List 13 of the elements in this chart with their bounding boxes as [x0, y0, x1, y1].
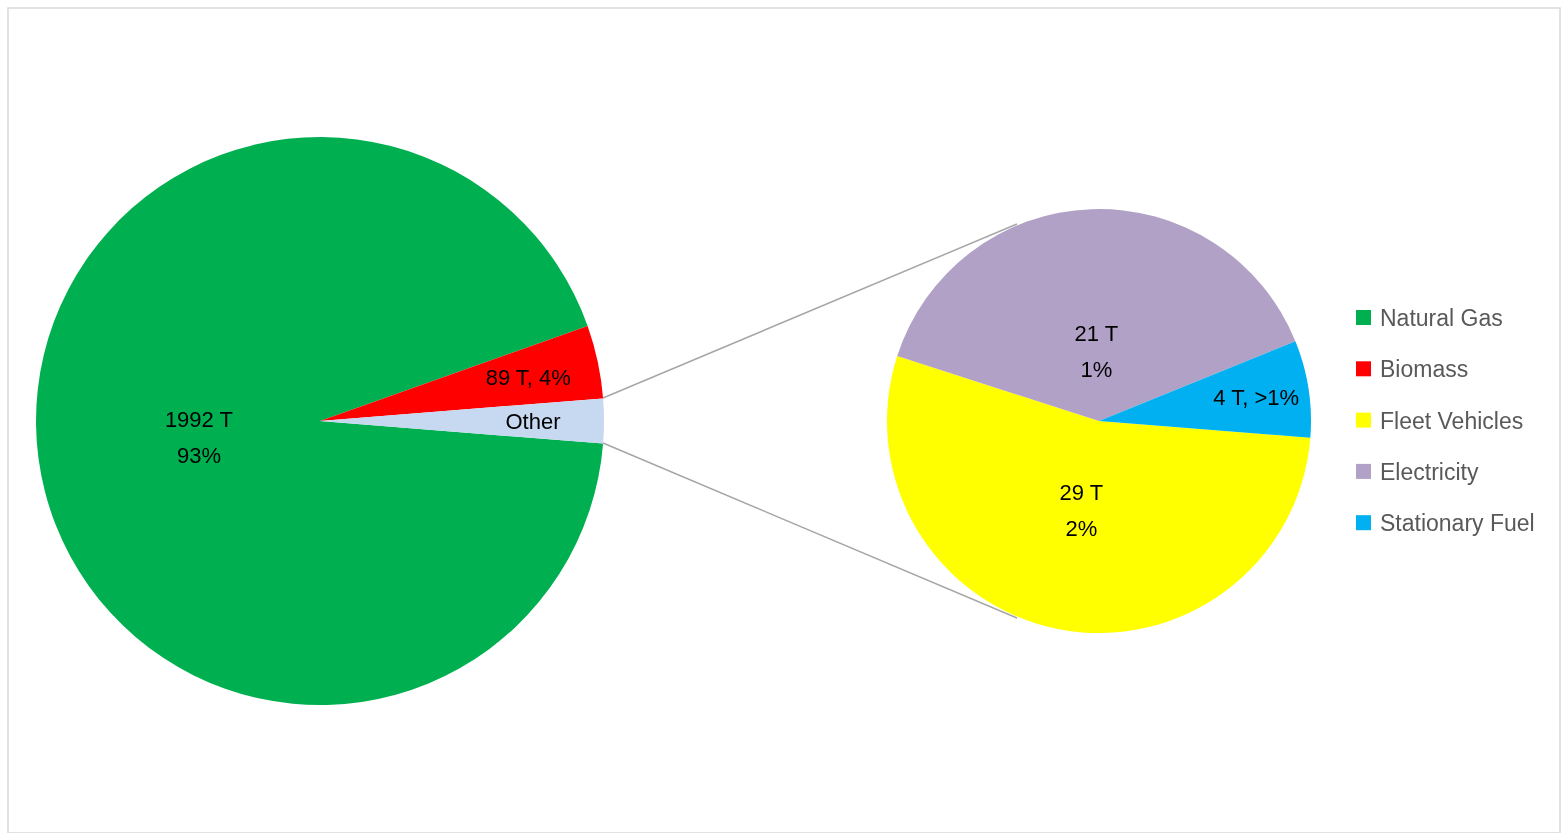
- legend-label: Natural Gas: [1380, 305, 1503, 331]
- data-label: 21 T 1%: [1074, 321, 1119, 383]
- data-label: 4 T, >1%: [1213, 384, 1300, 410]
- data-label: 1992 T 93%: [164, 406, 233, 468]
- pie-slice: [36, 137, 604, 705]
- legend-label: Electricity: [1380, 458, 1479, 485]
- data-label: 29 T 2%: [1059, 480, 1104, 542]
- legend-label: Stationary Fuel: [1380, 510, 1535, 537]
- data-label: 89 T, 4%: [485, 364, 571, 390]
- legend-label: Biomass: [1380, 356, 1469, 383]
- legend-label: Fleet Vehicles: [1380, 407, 1524, 434]
- pie-slice: [887, 355, 1311, 633]
- data-label: Other: [505, 409, 561, 434]
